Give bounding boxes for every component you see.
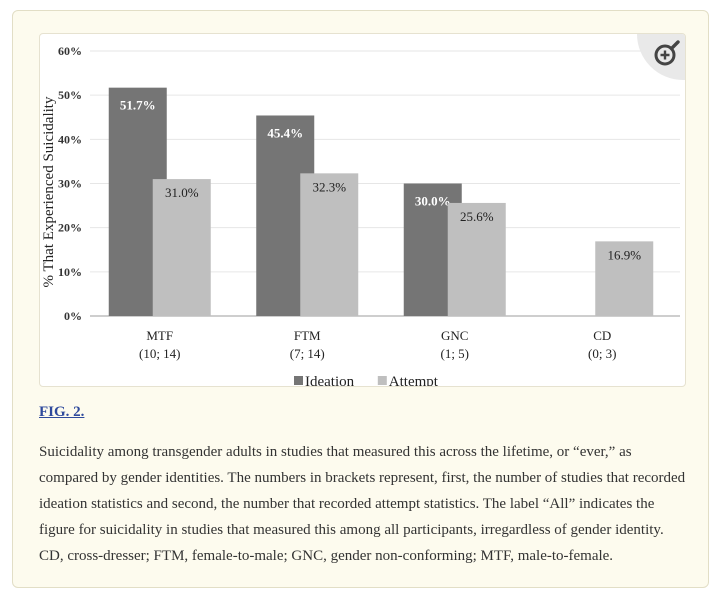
data-label-ideation-ftm: 45.4% — [267, 125, 303, 140]
data-label-attempt-gnc: 25.6% — [460, 209, 494, 224]
x-category-label: GNC — [441, 328, 468, 343]
y-tick-label: 60% — [58, 44, 82, 58]
bar-attempt-ftm — [300, 173, 359, 316]
y-tick-label: 40% — [58, 132, 82, 146]
x-category-labels: MTF (10; 14) FTM (7; 14) GNC (1; 5) CD (0; 3) — [139, 328, 617, 361]
x-category-label: MTF — [146, 328, 173, 343]
zoom-in-magnifier-icon — [654, 40, 680, 66]
bar-attempt-gnc — [447, 202, 506, 316]
zoom-button[interactable] — [637, 34, 685, 80]
x-category-counts: (7; 14) — [290, 346, 325, 361]
bar-chart: 51.7% 31.0% 45.4% 32.3% 30.0% 25.6% 16.9% 0% 10… — [41, 44, 680, 386]
bar-attempt-mtf — [152, 179, 211, 316]
legend-swatch-ideation — [294, 376, 303, 385]
y-axis-label: % That Experienced Suicidality — [41, 96, 57, 287]
x-category-counts: (1; 5) — [440, 346, 469, 361]
x-category-label: FTM — [294, 328, 321, 343]
figure-card: 51.7% 31.0% 45.4% 32.3% 30.0% 25.6% 16.9% 0% 10… — [12, 10, 709, 588]
figure-label-link[interactable]: FIG. 2. — [39, 404, 85, 420]
x-category-label: CD — [593, 328, 611, 343]
data-label-attempt-ftm: 32.3% — [312, 179, 346, 194]
x-category-counts: (10; 14) — [139, 346, 181, 361]
y-tick-label: 0% — [64, 309, 82, 323]
data-label-attempt-cd: 16.9% — [607, 247, 641, 262]
y-tick-label: 50% — [58, 88, 82, 102]
bars: 51.7% 31.0% 45.4% 32.3% 30.0% 25.6% 16.9% — [108, 87, 654, 317]
y-tick-label: 30% — [58, 177, 82, 191]
data-label-attempt-mtf: 31.0% — [165, 185, 199, 200]
legend: Ideation Attempt — [294, 374, 439, 386]
data-label-ideation-gnc: 30.0% — [415, 194, 451, 209]
data-label-ideation-mtf: 51.7% — [120, 98, 156, 113]
legend-label-attempt: Attempt — [389, 374, 439, 386]
figure-caption: Suicidality among transgender adults in … — [39, 444, 686, 564]
y-tick-label: 10% — [58, 265, 82, 279]
legend-label-ideation: Ideation — [305, 374, 355, 386]
bar-attempt-cd — [595, 241, 654, 316]
y-tick-label: 20% — [58, 221, 82, 235]
y-tick-labels: 0% 10% 20% 30% 40% 50% 60% — [58, 44, 82, 323]
figure-image[interactable]: 51.7% 31.0% 45.4% 32.3% 30.0% 25.6% 16.9% 0% 10… — [39, 33, 686, 387]
x-category-counts: (0; 3) — [588, 346, 617, 361]
legend-swatch-attempt — [377, 376, 387, 385]
